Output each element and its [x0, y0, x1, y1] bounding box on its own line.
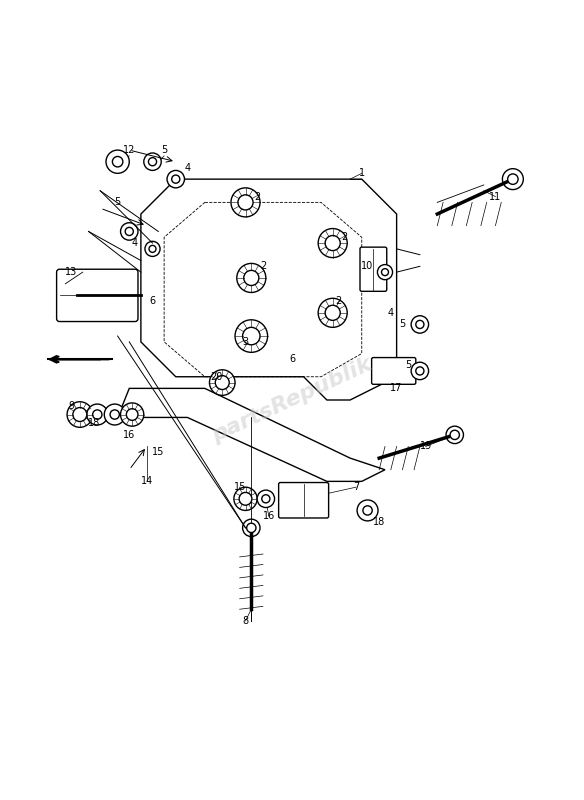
Circle shape — [507, 174, 518, 184]
Text: 8: 8 — [242, 616, 249, 626]
Text: 4: 4 — [132, 238, 138, 248]
Circle shape — [262, 494, 270, 503]
Circle shape — [231, 188, 260, 217]
Text: 5: 5 — [161, 145, 167, 155]
Text: 13: 13 — [65, 267, 77, 277]
Circle shape — [235, 320, 267, 352]
Circle shape — [105, 404, 125, 425]
Circle shape — [416, 367, 424, 375]
Circle shape — [149, 246, 156, 252]
FancyBboxPatch shape — [371, 358, 416, 384]
Text: 15: 15 — [234, 482, 246, 492]
Circle shape — [411, 316, 429, 333]
Circle shape — [381, 269, 388, 276]
Text: 4: 4 — [185, 162, 190, 173]
Circle shape — [125, 227, 133, 235]
Circle shape — [167, 170, 185, 188]
Circle shape — [87, 404, 108, 425]
Text: 3: 3 — [242, 337, 249, 347]
Text: 15: 15 — [152, 447, 165, 458]
Circle shape — [325, 235, 340, 250]
Text: 11: 11 — [489, 191, 502, 202]
Text: 20: 20 — [210, 372, 223, 382]
Circle shape — [446, 426, 464, 443]
Circle shape — [363, 506, 372, 515]
Circle shape — [377, 265, 392, 280]
Circle shape — [144, 153, 161, 170]
Text: 16: 16 — [263, 511, 275, 522]
Circle shape — [126, 409, 138, 420]
Circle shape — [242, 327, 260, 345]
Text: 1: 1 — [359, 168, 365, 178]
Circle shape — [318, 298, 347, 327]
FancyBboxPatch shape — [360, 247, 387, 291]
Text: 9: 9 — [68, 401, 74, 411]
Text: 6: 6 — [150, 296, 155, 306]
Circle shape — [246, 523, 256, 533]
Circle shape — [237, 263, 266, 293]
Text: 6: 6 — [289, 354, 295, 364]
Text: 19: 19 — [419, 442, 432, 451]
FancyBboxPatch shape — [57, 270, 138, 322]
Circle shape — [234, 487, 257, 510]
Circle shape — [110, 410, 119, 419]
Circle shape — [238, 195, 253, 210]
Circle shape — [93, 410, 102, 419]
Circle shape — [325, 306, 340, 320]
Circle shape — [244, 270, 259, 286]
Circle shape — [450, 430, 460, 439]
Circle shape — [318, 229, 347, 258]
Text: 14: 14 — [141, 476, 153, 486]
Text: 16: 16 — [123, 430, 135, 440]
Text: 2: 2 — [335, 296, 342, 306]
Circle shape — [120, 403, 144, 426]
Circle shape — [145, 242, 160, 257]
Circle shape — [239, 493, 252, 506]
Circle shape — [257, 490, 274, 507]
Text: 12: 12 — [123, 145, 135, 155]
Circle shape — [357, 500, 378, 521]
Text: 18: 18 — [373, 517, 385, 527]
Text: 5: 5 — [399, 319, 405, 330]
Circle shape — [411, 362, 429, 380]
Circle shape — [120, 222, 138, 240]
Text: 2: 2 — [341, 232, 347, 242]
FancyBboxPatch shape — [279, 482, 329, 518]
Text: partsRepublik: partsRepublik — [208, 354, 376, 446]
Circle shape — [215, 375, 230, 390]
Text: 2: 2 — [260, 262, 266, 271]
Circle shape — [242, 519, 260, 537]
Circle shape — [67, 402, 93, 427]
Circle shape — [210, 370, 235, 395]
Text: 10: 10 — [361, 262, 374, 271]
Text: 5: 5 — [405, 360, 411, 370]
Text: 17: 17 — [391, 383, 403, 394]
Text: 4: 4 — [388, 308, 394, 318]
Circle shape — [172, 175, 180, 183]
Circle shape — [106, 150, 129, 174]
Circle shape — [416, 320, 424, 329]
Text: 2: 2 — [254, 191, 260, 202]
Circle shape — [502, 169, 523, 190]
Circle shape — [148, 158, 157, 166]
Text: 5: 5 — [114, 198, 121, 207]
Circle shape — [112, 157, 123, 167]
Text: 7: 7 — [353, 482, 359, 492]
Circle shape — [73, 407, 87, 422]
Text: 18: 18 — [88, 418, 100, 428]
